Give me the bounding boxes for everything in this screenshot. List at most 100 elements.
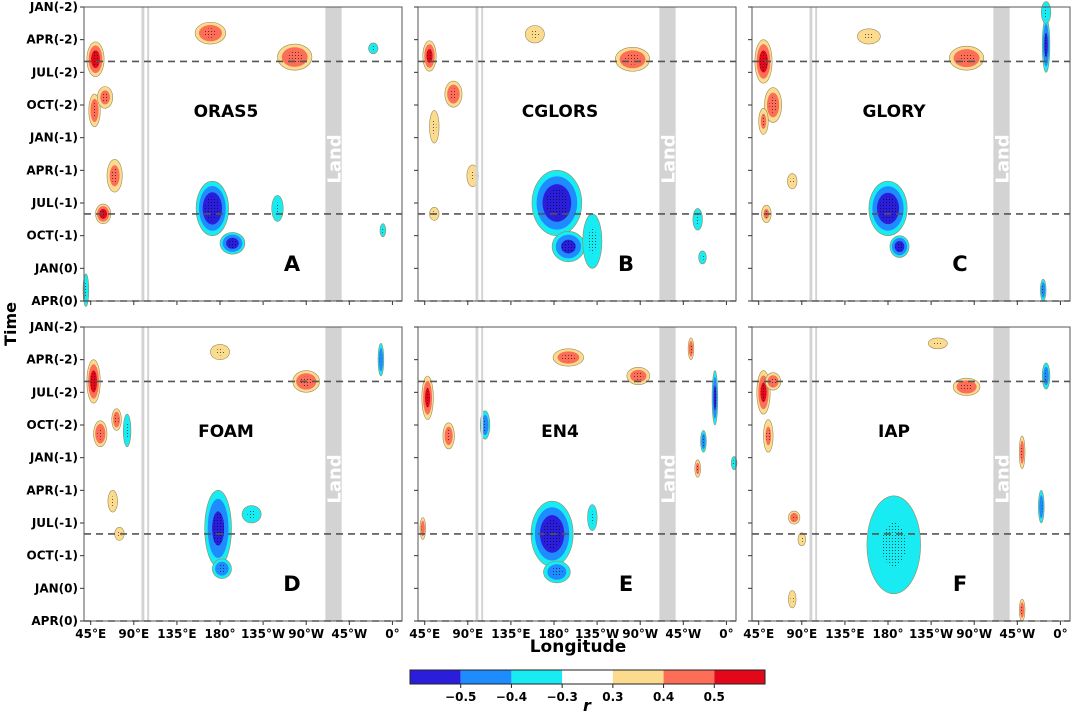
anomaly-blob xyxy=(788,510,801,525)
land-mask-americas xyxy=(993,327,1010,621)
panel-letter: D xyxy=(283,572,300,596)
anomaly-blob xyxy=(531,170,583,236)
significance-stipple xyxy=(371,45,376,51)
anomaly-blob xyxy=(788,590,797,609)
anomaly-blob xyxy=(1041,17,1051,73)
significance-stipple xyxy=(286,51,303,63)
y-tick-label: OCT(-1) xyxy=(27,549,79,563)
colorbar-bin xyxy=(562,670,613,684)
land-mask-maritime xyxy=(815,327,818,621)
colorbar-bin xyxy=(410,670,461,684)
significance-stipple xyxy=(84,282,88,298)
significance-stipple xyxy=(212,511,225,546)
colorbar-tick-label: 0.4 xyxy=(653,690,674,704)
significance-stipple xyxy=(114,414,119,425)
panel-frame xyxy=(83,326,403,622)
y-tick-label: APR(-2) xyxy=(26,353,78,367)
anomaly-blob xyxy=(626,366,651,386)
anomaly-blob xyxy=(368,42,379,55)
y-tick-label: JUL(-2) xyxy=(31,65,78,79)
dataset-name: GLORY xyxy=(862,102,926,122)
land-label: Land xyxy=(659,134,680,183)
significance-stipple xyxy=(689,343,693,354)
y-tick-label: JAN(0) xyxy=(34,581,78,595)
significance-stipple xyxy=(446,430,452,442)
anomaly-blob xyxy=(419,517,426,540)
x-tick-label: 45°E xyxy=(409,627,440,641)
panel-frame xyxy=(751,326,1071,622)
significance-stipple xyxy=(588,228,597,254)
x-tick-label: 90°W xyxy=(622,627,658,641)
anomaly-blob xyxy=(615,46,651,72)
colorbar-tick-label: −0.5 xyxy=(445,690,476,704)
anomaly-blob xyxy=(122,413,132,448)
panel-letter: C xyxy=(952,252,967,276)
significance-stipple xyxy=(1041,285,1045,296)
anomaly-blob xyxy=(764,87,782,123)
land-mask-americas xyxy=(325,327,342,621)
anomaly-blob xyxy=(949,45,985,71)
anomaly-blob xyxy=(95,203,112,224)
land-mask-maritime xyxy=(475,327,479,621)
anomaly-blob xyxy=(195,180,229,236)
significance-stipple xyxy=(732,460,736,467)
anomaly-blob xyxy=(700,430,707,453)
colorbar: −0.5 −0.4 −0.3 0.3 0.4 0.5 xyxy=(409,669,766,704)
significance-stipple xyxy=(1043,7,1049,18)
anomaly-blob xyxy=(1041,362,1051,390)
anomaly-blob xyxy=(552,348,585,367)
land-mask-maritime xyxy=(147,327,150,621)
anomaly-blob xyxy=(204,490,232,567)
significance-stipple xyxy=(700,254,705,261)
dataset-name: CGLORS xyxy=(522,102,598,122)
significance-stipple xyxy=(91,51,100,68)
x-tick-label: 135°E xyxy=(491,627,530,641)
significance-stipple xyxy=(91,103,98,118)
anomaly-blob xyxy=(422,40,437,72)
anomaly-blob xyxy=(86,359,101,404)
panel-letter: F xyxy=(953,572,967,596)
anomaly-blob xyxy=(1040,1,1052,24)
panel-frame xyxy=(417,6,737,302)
x-tick-label: 45°W xyxy=(999,627,1035,641)
x-tick-label: 0° xyxy=(1053,627,1067,641)
x-tick-label: 45°W xyxy=(665,627,701,641)
y-tick-label: JUL(-2) xyxy=(31,385,78,399)
panel-letter: A xyxy=(284,252,301,276)
panel-glory: Land GLORY C xyxy=(748,1,1071,305)
land-mask-maritime xyxy=(141,327,145,621)
dataset-name: ORAS5 xyxy=(194,102,259,122)
significance-stipple xyxy=(769,377,777,386)
y-tick-label: APR(-1) xyxy=(26,163,78,177)
significance-stipple xyxy=(790,177,795,185)
panel-frame xyxy=(83,6,403,302)
panel-background xyxy=(752,7,1070,301)
colorbar-tick-label: −0.4 xyxy=(496,690,527,704)
y-tick-label: JUL(-1) xyxy=(31,196,78,210)
significance-stipple xyxy=(759,51,768,72)
significance-stipple xyxy=(863,32,875,40)
anomaly-blob xyxy=(377,343,385,377)
significance-stipple xyxy=(879,196,897,221)
x-tick-label: 135°W xyxy=(575,627,619,641)
panel-letter: E xyxy=(619,572,633,596)
significance-stipple xyxy=(203,28,218,39)
anomaly-blob xyxy=(857,28,881,45)
y-axis-label: Time xyxy=(1,302,20,346)
anomaly-blob xyxy=(952,377,981,396)
significance-stipple xyxy=(205,196,220,221)
significance-stipple xyxy=(274,202,281,215)
x-tick-label: 90°W xyxy=(956,627,992,641)
anomaly-blob xyxy=(111,408,122,431)
significance-stipple xyxy=(482,418,488,432)
significance-stipple xyxy=(550,567,563,577)
anomaly-blob xyxy=(421,375,434,420)
colorbar-bin xyxy=(663,670,715,684)
anomaly-blob xyxy=(763,419,774,453)
anomaly-blob xyxy=(107,490,118,513)
significance-stipple xyxy=(760,382,767,403)
significance-stipple xyxy=(624,53,641,65)
anomaly-blob xyxy=(429,110,440,144)
significance-stipple xyxy=(590,511,595,524)
